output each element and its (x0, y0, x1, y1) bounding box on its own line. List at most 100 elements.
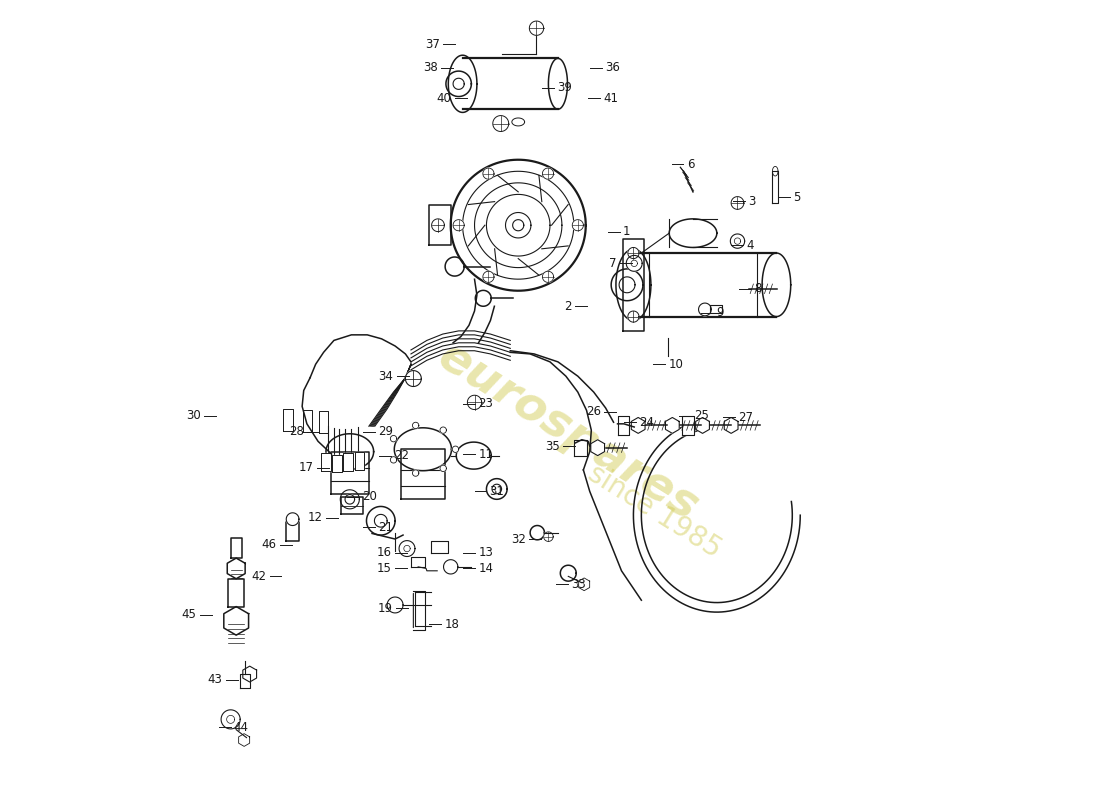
Text: 12: 12 (308, 511, 322, 524)
Polygon shape (227, 715, 234, 723)
Text: 24: 24 (639, 416, 654, 429)
Polygon shape (443, 560, 458, 574)
Polygon shape (732, 197, 744, 210)
Text: 17: 17 (299, 461, 315, 474)
Text: 22: 22 (394, 449, 409, 462)
Text: 14: 14 (478, 562, 494, 575)
Polygon shape (492, 484, 502, 494)
Text: 16: 16 (377, 546, 392, 559)
Polygon shape (543, 532, 553, 542)
Text: 9: 9 (716, 306, 724, 319)
Polygon shape (475, 290, 492, 306)
Polygon shape (228, 558, 245, 578)
Text: 13: 13 (478, 546, 494, 559)
Polygon shape (240, 674, 250, 688)
Polygon shape (542, 168, 553, 179)
Polygon shape (431, 542, 449, 553)
Text: 43: 43 (208, 673, 222, 686)
Polygon shape (579, 578, 590, 590)
Polygon shape (345, 494, 354, 504)
Polygon shape (724, 418, 738, 434)
Polygon shape (591, 440, 605, 456)
Polygon shape (711, 305, 723, 313)
Polygon shape (626, 255, 642, 271)
Text: eurospares: eurospares (429, 334, 706, 530)
Polygon shape (374, 514, 387, 527)
Text: 23: 23 (478, 398, 494, 410)
Polygon shape (221, 710, 240, 729)
Text: 46: 46 (262, 538, 277, 551)
Text: 40: 40 (437, 92, 451, 105)
Polygon shape (429, 206, 451, 245)
Polygon shape (617, 416, 629, 435)
Polygon shape (451, 160, 585, 290)
Text: 2: 2 (564, 300, 572, 313)
Polygon shape (411, 558, 426, 567)
Polygon shape (366, 506, 395, 535)
Polygon shape (486, 194, 550, 256)
Polygon shape (390, 435, 397, 442)
Polygon shape (283, 409, 293, 431)
Polygon shape (343, 454, 353, 470)
Text: 28: 28 (289, 426, 304, 438)
Polygon shape (529, 21, 543, 35)
Polygon shape (634, 253, 777, 317)
Text: 32: 32 (512, 533, 526, 546)
Polygon shape (239, 734, 250, 746)
Text: 10: 10 (669, 358, 683, 370)
Polygon shape (452, 446, 459, 453)
Text: 19: 19 (377, 602, 393, 614)
Text: 36: 36 (605, 62, 619, 74)
Polygon shape (456, 442, 492, 469)
Polygon shape (506, 213, 531, 238)
Text: 39: 39 (558, 82, 572, 94)
Text: 26: 26 (586, 406, 601, 418)
Polygon shape (762, 253, 791, 317)
Polygon shape (631, 418, 645, 434)
Text: 27: 27 (738, 411, 754, 424)
Polygon shape (560, 566, 576, 581)
Text: 8: 8 (755, 282, 761, 295)
Polygon shape (354, 453, 364, 470)
Text: 18: 18 (444, 618, 459, 630)
Polygon shape (772, 171, 778, 203)
Polygon shape (453, 220, 464, 230)
Polygon shape (387, 597, 403, 613)
Polygon shape (223, 606, 249, 635)
Text: 25: 25 (694, 410, 710, 422)
Polygon shape (453, 78, 464, 90)
Polygon shape (666, 418, 679, 434)
Polygon shape (682, 416, 694, 435)
Polygon shape (302, 410, 312, 432)
Polygon shape (341, 497, 363, 514)
Polygon shape (542, 271, 553, 282)
Polygon shape (574, 440, 587, 456)
Polygon shape (730, 234, 745, 248)
Polygon shape (631, 260, 637, 266)
Text: 11: 11 (478, 447, 494, 461)
Polygon shape (449, 55, 477, 113)
Text: 15: 15 (377, 562, 392, 575)
Polygon shape (698, 303, 712, 316)
Polygon shape (400, 450, 446, 499)
Polygon shape (446, 71, 472, 97)
Polygon shape (463, 58, 558, 110)
Polygon shape (229, 578, 244, 606)
Text: 44: 44 (234, 721, 249, 734)
Text: 6: 6 (686, 158, 694, 170)
Polygon shape (628, 247, 639, 258)
Polygon shape (623, 238, 643, 331)
Text: 35: 35 (544, 439, 560, 453)
Polygon shape (406, 370, 421, 386)
Text: 1: 1 (623, 225, 630, 238)
Polygon shape (286, 513, 299, 526)
Text: 31: 31 (490, 485, 505, 498)
Polygon shape (483, 271, 494, 282)
Polygon shape (612, 269, 642, 301)
Polygon shape (286, 522, 299, 542)
Text: 41: 41 (603, 92, 618, 105)
Polygon shape (412, 470, 419, 476)
Polygon shape (628, 311, 639, 322)
Polygon shape (446, 257, 464, 276)
Text: 33: 33 (572, 578, 586, 591)
